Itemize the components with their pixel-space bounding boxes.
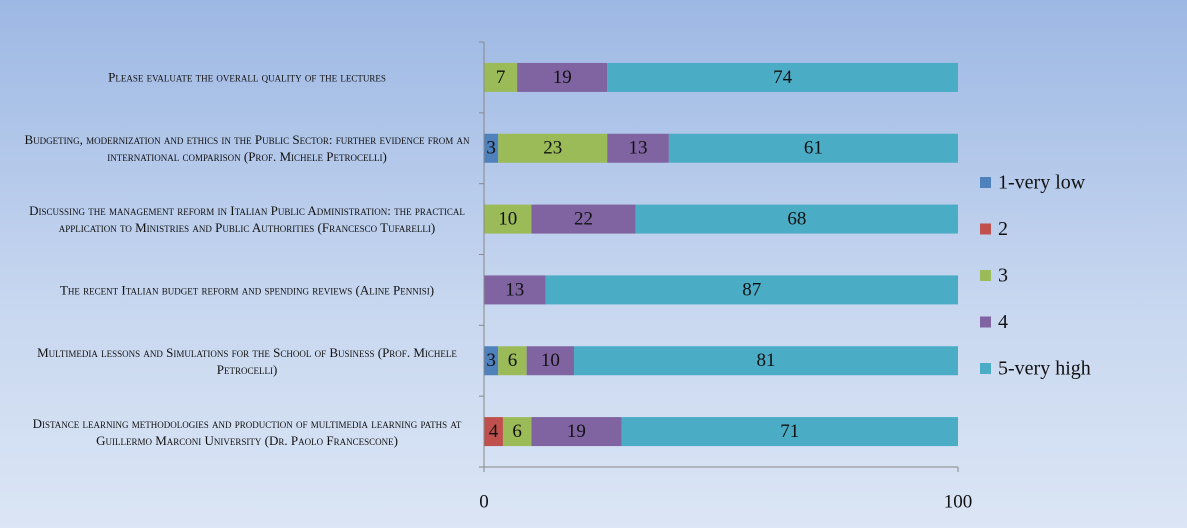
legend-label: 1-very low bbox=[998, 172, 1086, 194]
bar-segment bbox=[635, 204, 958, 234]
bar-segment bbox=[526, 346, 575, 376]
bar-segment bbox=[498, 133, 608, 163]
data-label: 13 bbox=[505, 279, 524, 300]
data-label: 81 bbox=[757, 350, 776, 371]
data-label: 71 bbox=[780, 421, 799, 442]
data-label: 68 bbox=[787, 208, 806, 229]
category-label: Multimedia lessons and Simulations for t… bbox=[37, 344, 457, 377]
bar-segment bbox=[621, 417, 958, 447]
category-label: Discussing the management reform in Ital… bbox=[29, 203, 465, 236]
data-label: 13 bbox=[629, 138, 648, 159]
bar-segment bbox=[531, 204, 636, 234]
legend-label: 5-very high bbox=[998, 358, 1091, 380]
bar-segment bbox=[574, 346, 958, 376]
category-label: Distance learning methodologies and prod… bbox=[32, 415, 462, 448]
bar-segment bbox=[484, 417, 503, 447]
legend-swatch bbox=[980, 316, 991, 328]
data-label: 4 bbox=[489, 421, 499, 442]
legend-swatch bbox=[980, 223, 991, 235]
legend-label: 4 bbox=[998, 311, 1008, 333]
data-label: 3 bbox=[486, 350, 496, 371]
data-label: 23 bbox=[543, 138, 562, 159]
data-label: 61 bbox=[804, 138, 823, 159]
legend-label: 3 bbox=[998, 265, 1008, 287]
legend-swatch bbox=[980, 363, 991, 374]
data-label: 22 bbox=[574, 208, 593, 229]
x-tick-label: 100 bbox=[944, 491, 973, 512]
data-label: 74 bbox=[773, 67, 793, 88]
data-label: 10 bbox=[498, 208, 517, 229]
bar-segment bbox=[498, 346, 527, 376]
category-label: The recent Italian budget reform and spe… bbox=[59, 282, 435, 298]
bar-segment bbox=[531, 417, 622, 447]
data-label: 19 bbox=[553, 67, 572, 88]
data-label: 6 bbox=[512, 421, 522, 442]
data-label: 7 bbox=[496, 67, 506, 88]
bar-segment bbox=[607, 133, 669, 163]
legend-swatch bbox=[980, 270, 991, 281]
bar-segment bbox=[484, 62, 518, 92]
bar-segment bbox=[484, 275, 546, 305]
bar-segment bbox=[517, 62, 608, 92]
bar-segment bbox=[502, 417, 532, 447]
bar-segment bbox=[484, 204, 532, 234]
bar-segment bbox=[607, 62, 958, 92]
data-label: 6 bbox=[508, 350, 518, 371]
legend-label: 2 bbox=[998, 218, 1008, 240]
legend-swatch bbox=[980, 177, 991, 188]
bar-segment bbox=[545, 275, 958, 305]
x-tick-label: 0 bbox=[479, 491, 489, 512]
data-label: 10 bbox=[541, 350, 560, 371]
data-label: 87 bbox=[742, 279, 761, 300]
data-label: 19 bbox=[567, 421, 586, 442]
bar-segment bbox=[484, 133, 499, 163]
category-label: Please evaluate the overall quality of t… bbox=[108, 69, 386, 85]
bar-segment bbox=[484, 346, 499, 376]
category-label: Budgeting, modernization and ethics in t… bbox=[24, 132, 470, 165]
bar-segment bbox=[668, 133, 958, 163]
data-label: 3 bbox=[486, 138, 496, 159]
